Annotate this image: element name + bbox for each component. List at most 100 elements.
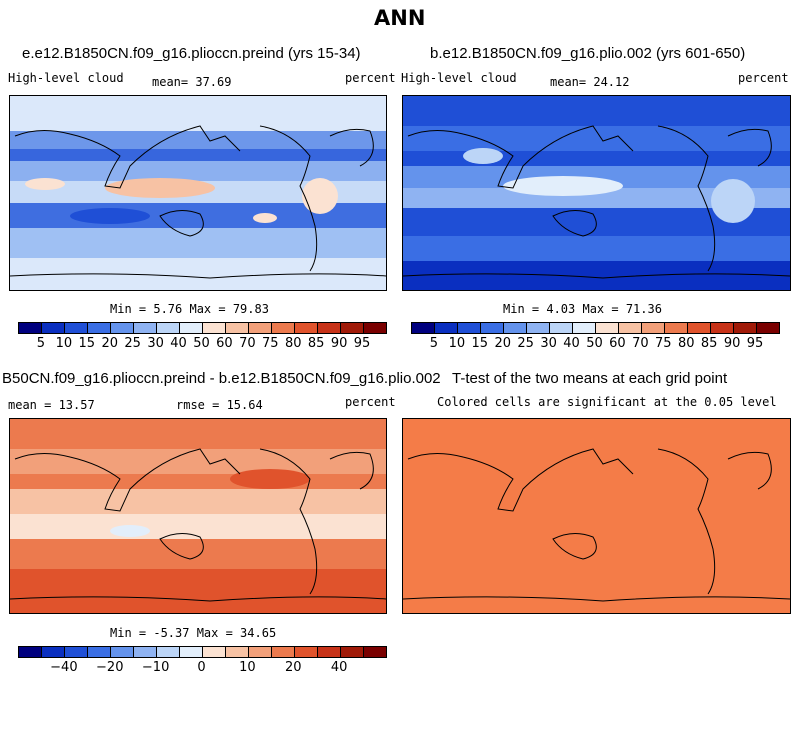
colorbar1-swatch [88, 323, 111, 333]
colorbar1-tick-label: 75 [262, 336, 279, 351]
colorbar2-tick-label: 95 [746, 336, 764, 351]
colorbar1-tick-label: 15 [78, 336, 96, 351]
colorbar2-tick-label: 25 [517, 336, 534, 351]
colorbar3-tick-label: 20 [284, 660, 302, 675]
colorbar2-tick-label: 5 [429, 336, 439, 351]
panel2-minmax: Min = 4.03 Max = 71.36 [503, 302, 662, 316]
colorbar2-tick-label: 75 [655, 336, 672, 351]
colorbar1-tick-label: 20 [101, 336, 119, 351]
colorbar3-swatch [272, 647, 295, 657]
colorbar2-tick-label: 30 [540, 336, 557, 351]
colorbar1-swatch [180, 323, 203, 333]
colorbar3-tick-label: 10 [239, 660, 256, 675]
colorbar3-swatch [134, 647, 157, 657]
map4-svg [403, 448, 790, 602]
colorbar1-swatch [364, 323, 386, 333]
colorbar2-tick-label: 10 [448, 336, 466, 351]
colorbar2-tick-label: 85 [700, 336, 718, 351]
colorbar2-tick-label: 40 [563, 336, 580, 351]
colorbar3-tick-label: −10 [141, 660, 170, 675]
colorbar2-swatch [757, 323, 779, 333]
colorbar2-tick-label: 50 [586, 336, 603, 351]
colorbar3-swatch [318, 647, 341, 657]
colorbar1-swatch [19, 323, 42, 333]
colorbar2-tick-label: 15 [471, 336, 489, 351]
colorbar2-swatch [481, 323, 504, 333]
colorbar3-swatch [157, 647, 180, 657]
colorbar2-swatch [458, 323, 481, 333]
colorbar3-tick-label: −40 [50, 660, 78, 675]
colorbar2-swatch [642, 323, 665, 333]
panel1-mean: mean= 37.69 [152, 75, 232, 89]
colorbar2-swatch [688, 323, 711, 333]
colorbar3-swatch [19, 647, 42, 657]
colorbar3-tick-label: 40 [330, 660, 348, 675]
colorbar1-tick-label: 10 [55, 336, 73, 351]
colorbar-panel2 [411, 322, 780, 334]
colorbar2-swatch [527, 323, 550, 333]
colorbar2-swatch [573, 323, 596, 333]
colorbar2-swatch [711, 323, 734, 333]
panel4-title: T-test of the two means at each grid poi… [452, 370, 728, 387]
panel1-title: e.e12.B1850CN.f09_g16.plioccn.preind (yr… [22, 45, 361, 62]
colorbar-panel3 [18, 646, 387, 658]
colorbar2-tick-label: 80 [677, 336, 695, 351]
colorbar3-swatch [180, 647, 203, 657]
colorbar3-swatch [88, 647, 111, 657]
colorbar1-swatch [272, 323, 295, 333]
colorbar3-swatch [249, 647, 272, 657]
colorbar1-tick-label: 80 [284, 336, 302, 351]
colorbar1-swatch [111, 323, 134, 333]
colorbar1-tick-label: 85 [307, 336, 325, 351]
colorbar1-swatch [226, 323, 249, 333]
page-title: ANN [374, 6, 426, 30]
colorbar1-tick-label: 30 [147, 336, 164, 351]
colorbar2-swatch [596, 323, 619, 333]
map2-svg [403, 96, 790, 290]
colorbar1-swatch [157, 323, 180, 333]
colorbar3-swatch [341, 647, 364, 657]
colorbar1-tick-label: 40 [170, 336, 187, 351]
colorbar2-swatch [665, 323, 688, 333]
panel3-units: percent [345, 395, 396, 409]
colorbar1-tick-label: 60 [216, 336, 233, 351]
colorbar-panel1 [18, 322, 387, 334]
colorbar1-swatch [65, 323, 88, 333]
colorbar3-swatch [111, 647, 134, 657]
colorbar2-tick-label: 90 [723, 336, 741, 351]
colorbar2-swatch [734, 323, 757, 333]
colorbar2-swatch [619, 323, 642, 333]
map-panel-1 [9, 95, 387, 291]
colorbar1-swatch [249, 323, 272, 333]
panel1-units: percent [345, 71, 396, 85]
colorbar2-swatch [504, 323, 527, 333]
panel3-mean: mean = 13.57 [8, 398, 95, 412]
map1-svg [10, 96, 386, 290]
colorbar1-tick-label: 95 [353, 336, 371, 351]
colorbar3-swatch [226, 647, 249, 657]
colorbar2-tick-label: 60 [609, 336, 626, 351]
colorbar1-swatch [42, 323, 65, 333]
colorbar2-tick-label: 70 [632, 336, 649, 351]
colorbar3-tick-label: 0 [197, 660, 206, 675]
colorbar3-swatch [65, 647, 88, 657]
panel2-title: b.e12.B1850CN.f09_g16.plio.002 (yrs 601-… [430, 45, 746, 62]
panel3-minmax: Min = -5.37 Max = 34.65 [110, 626, 277, 640]
colorbar3-swatch [295, 647, 318, 657]
colorbar1-swatch [295, 323, 318, 333]
panel2-variable: High-level cloud [401, 71, 517, 85]
colorbar3-swatch [364, 647, 386, 657]
map-panel-2 [402, 95, 791, 291]
colorbar1-tick-label: 5 [36, 336, 46, 351]
colorbar1-tick-label: 90 [330, 336, 348, 351]
panel4-note: Colored cells are significant at the 0.0… [437, 395, 777, 409]
panel1-variable: High-level cloud [8, 71, 124, 85]
colorbar1-swatch [318, 323, 341, 333]
map-panel-3 [9, 418, 387, 614]
colorbar1-tick-label: 50 [193, 336, 210, 351]
map-panel-4 [402, 418, 791, 614]
colorbar2-swatch [435, 323, 458, 333]
colorbar1-swatch [134, 323, 157, 333]
panel1-minmax: Min = 5.76 Max = 79.83 [110, 302, 269, 316]
map3-svg [10, 419, 386, 613]
